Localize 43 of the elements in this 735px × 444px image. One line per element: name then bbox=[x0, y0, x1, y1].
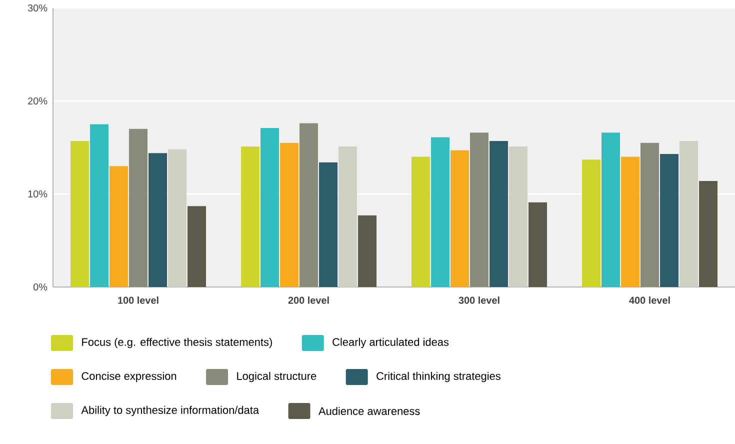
x-tick-label: 300 level bbox=[458, 296, 500, 304]
bar bbox=[168, 149, 187, 287]
bar bbox=[319, 162, 338, 287]
bar bbox=[300, 123, 318, 287]
bar bbox=[680, 140, 698, 287]
bar bbox=[602, 132, 620, 287]
bar bbox=[640, 142, 660, 287]
bar bbox=[260, 128, 280, 287]
y-tick-label: 20% bbox=[28, 97, 48, 105]
x-tick-label: 400 level bbox=[629, 296, 670, 304]
x-tick-label: 100 level bbox=[118, 296, 158, 304]
bar bbox=[660, 154, 679, 287]
x-tick-label: 200 level bbox=[288, 296, 329, 304]
y-tick-label: 0% bbox=[33, 283, 48, 291]
bar bbox=[148, 153, 168, 287]
bar bbox=[188, 206, 206, 287]
legend-label: Logical structure bbox=[237, 372, 316, 382]
bar bbox=[338, 146, 358, 287]
bar bbox=[70, 140, 90, 287]
bar bbox=[431, 137, 450, 287]
legend-label: Ability to synthesize information/data bbox=[81, 406, 260, 416]
bar bbox=[129, 128, 148, 287]
legend-label: Clearly articulated ideas bbox=[332, 338, 449, 348]
bar bbox=[358, 215, 377, 287]
bar bbox=[90, 124, 109, 287]
y-tick-label: 10% bbox=[28, 190, 48, 198]
legend-label: Audience awareness bbox=[318, 406, 420, 416]
bar bbox=[528, 202, 548, 287]
bar bbox=[699, 180, 718, 287]
bar bbox=[450, 150, 470, 287]
bar bbox=[280, 142, 299, 287]
bar bbox=[241, 146, 260, 287]
bar bbox=[490, 140, 508, 287]
legend-label: Focus (e.g. effective thesis statements) bbox=[82, 338, 272, 348]
bar bbox=[621, 156, 640, 287]
legend-label: Concise expression bbox=[82, 372, 176, 382]
bar bbox=[582, 160, 601, 287]
legend-label: Critical thinking strategies bbox=[376, 372, 500, 382]
bar bbox=[470, 132, 489, 287]
y-tick-label: 30% bbox=[28, 4, 48, 12]
bar bbox=[412, 156, 430, 287]
bar bbox=[509, 146, 528, 287]
bar bbox=[110, 166, 128, 287]
